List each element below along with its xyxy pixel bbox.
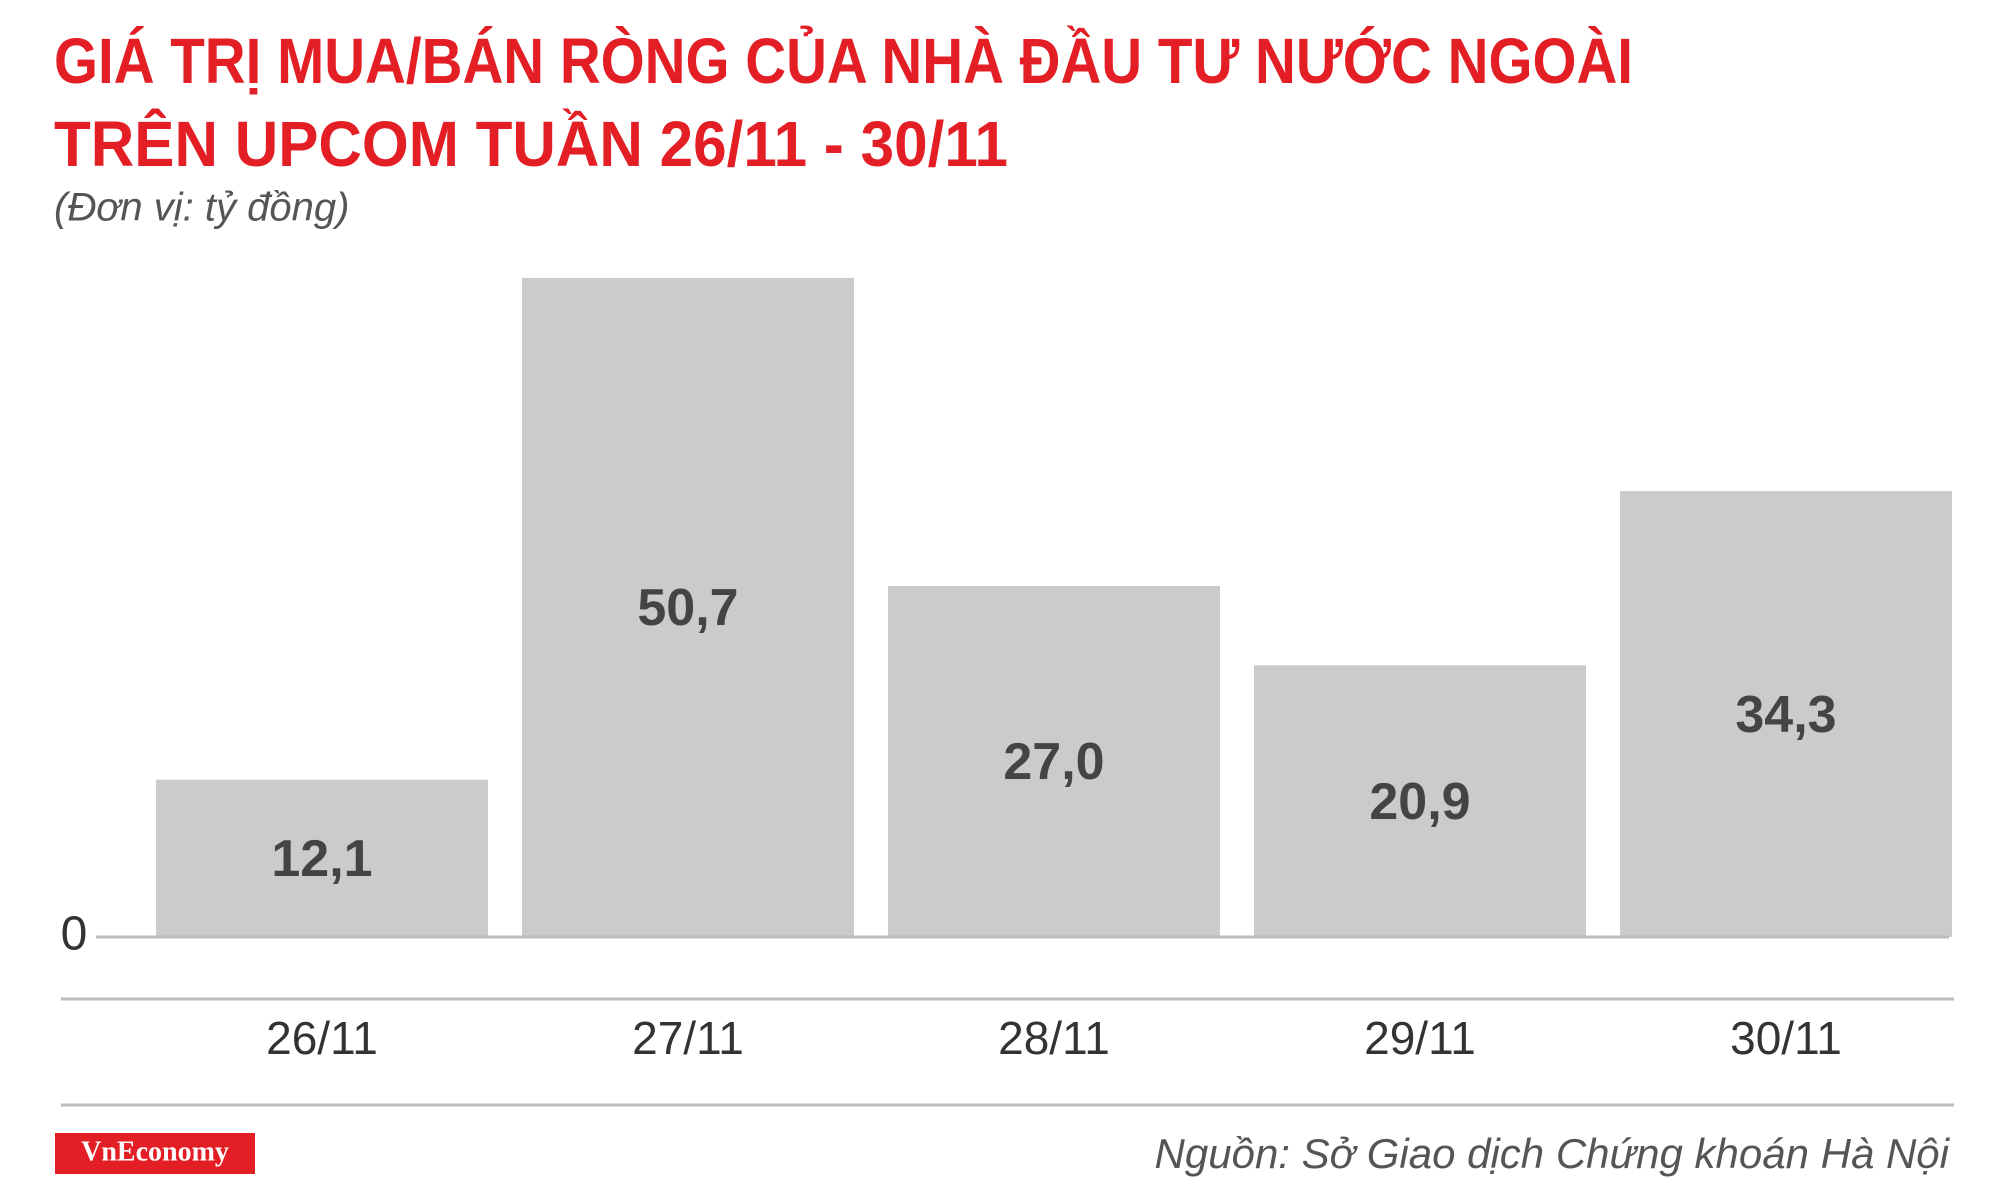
x-tick-label: 28/11: [998, 1012, 1110, 1064]
bar: [888, 586, 1220, 937]
chart-title: GIÁ TRỊ MUA/BÁN RÒNG CỦA NHÀ ĐẦU TƯ NƯỚC…: [54, 24, 1633, 97]
logo-box: [55, 1133, 255, 1174]
x-tick-label: 29/11: [1364, 1012, 1476, 1064]
x-tick-label: 26/11: [266, 1012, 378, 1064]
logo: VnEconomy: [81, 1136, 229, 1167]
bar: [156, 779, 488, 937]
data-label: 12,1: [271, 830, 372, 888]
bar: [1254, 665, 1586, 937]
source: Nguồn: Sở Giao dịch Chứng khoán Hà Nội: [1155, 1130, 1951, 1177]
bar: [522, 277, 854, 937]
data-label: 27,0: [1003, 733, 1104, 791]
x-tick-label: 30/11: [1730, 1012, 1842, 1064]
x-tick-label: 27/11: [632, 1012, 744, 1064]
bar: [1620, 491, 1952, 937]
data-label: 34,3: [1735, 686, 1836, 744]
chart-title: TRÊN UPCOM TUẦN 26/11 - 30/11: [54, 107, 1008, 180]
data-label: 20,9: [1369, 773, 1470, 831]
y-tick-label: 0: [61, 908, 88, 961]
data-label: 50,7: [637, 579, 738, 637]
chart-subtitle: (Đơn vị: tỷ đồng): [54, 186, 349, 230]
